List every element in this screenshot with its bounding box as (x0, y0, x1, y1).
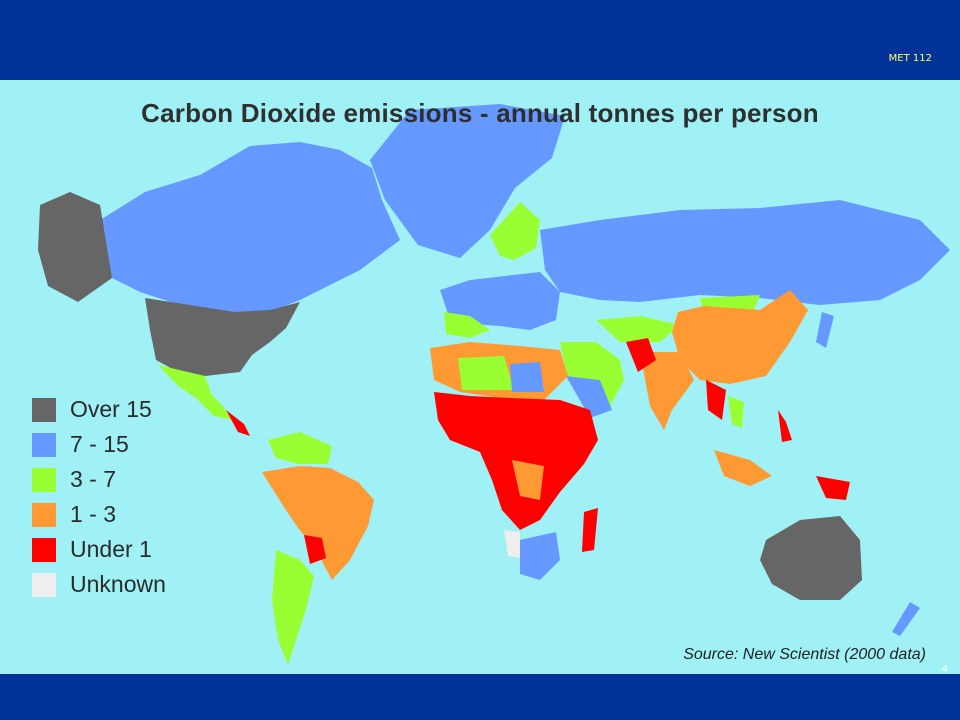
brazil-region (262, 466, 374, 580)
legend-swatch (32, 572, 56, 597)
legend-label: Over 15 (70, 396, 152, 422)
legend-item-7-15: 7 - 15 (32, 427, 166, 462)
legend-swatch (32, 502, 56, 527)
legend-label: 1 - 3 (70, 501, 117, 527)
namibia-region (504, 530, 520, 558)
europe-region (440, 272, 560, 330)
map-panel: Carbon Dioxide emissions - annual tonnes… (0, 80, 960, 674)
greenland-region (370, 104, 565, 258)
middle-east-region (560, 342, 624, 410)
scandinavia-region (490, 202, 540, 260)
southern-africa-orange-region (512, 460, 544, 500)
south-africa-region (520, 532, 560, 580)
usa-region (145, 298, 300, 376)
legend-item-over-15: Over 15 (32, 392, 166, 427)
legend-label: 7 - 15 (70, 431, 129, 457)
page-number: 4 (941, 664, 948, 675)
libya-region (510, 362, 544, 392)
philippines-region (778, 410, 792, 442)
canada-region (100, 142, 400, 315)
japan-region (816, 312, 834, 348)
madagascar-region (582, 508, 598, 552)
legend-swatch (32, 397, 56, 422)
central-america-region (226, 410, 250, 436)
legend-swatch (32, 537, 56, 562)
new-guinea-region (816, 476, 850, 500)
argentina-region (272, 550, 314, 665)
legend-item-under-1: Under 1 (32, 532, 166, 567)
central-asia-region (596, 316, 680, 342)
bolivia-region (304, 535, 326, 564)
southeast-asia-green-region (728, 396, 744, 428)
map-source-credit: Source: New Scientist (2000 data) (683, 646, 926, 663)
russia-region (540, 200, 950, 305)
australia-region (760, 516, 862, 600)
legend-swatch (32, 467, 56, 492)
arabia-region (566, 376, 612, 418)
indonesia-region (714, 450, 772, 486)
legend-label: Unknown (70, 571, 166, 597)
map-legend: Over 15 7 - 15 3 - 7 1 - 3 Under 1 Unkno… (32, 392, 166, 602)
southern-europe-region (444, 312, 490, 338)
legend-item-1-3: 1 - 3 (32, 497, 166, 532)
china-region (672, 290, 808, 384)
afghanistan-region (626, 338, 656, 372)
alaska-region (38, 192, 112, 302)
legend-label: 3 - 7 (70, 466, 117, 492)
north-south-america-region (268, 432, 332, 464)
world-map (38, 104, 950, 665)
new-zealand-region (892, 602, 920, 636)
southeast-asia-red-region (706, 380, 726, 420)
map-title: Carbon Dioxide emissions - annual tonnes… (141, 98, 819, 128)
legend-item-3-7: 3 - 7 (32, 462, 166, 497)
slide-footer-band (0, 674, 960, 720)
slide-header-band (0, 0, 960, 80)
legend-item-unknown: Unknown (32, 567, 166, 602)
india-region (640, 352, 694, 430)
course-code: MET 112 (888, 53, 932, 64)
legend-swatch (32, 432, 56, 457)
algeria-libya-region (458, 356, 514, 390)
legend-label: Under 1 (70, 536, 152, 562)
mexico-region (158, 365, 232, 420)
